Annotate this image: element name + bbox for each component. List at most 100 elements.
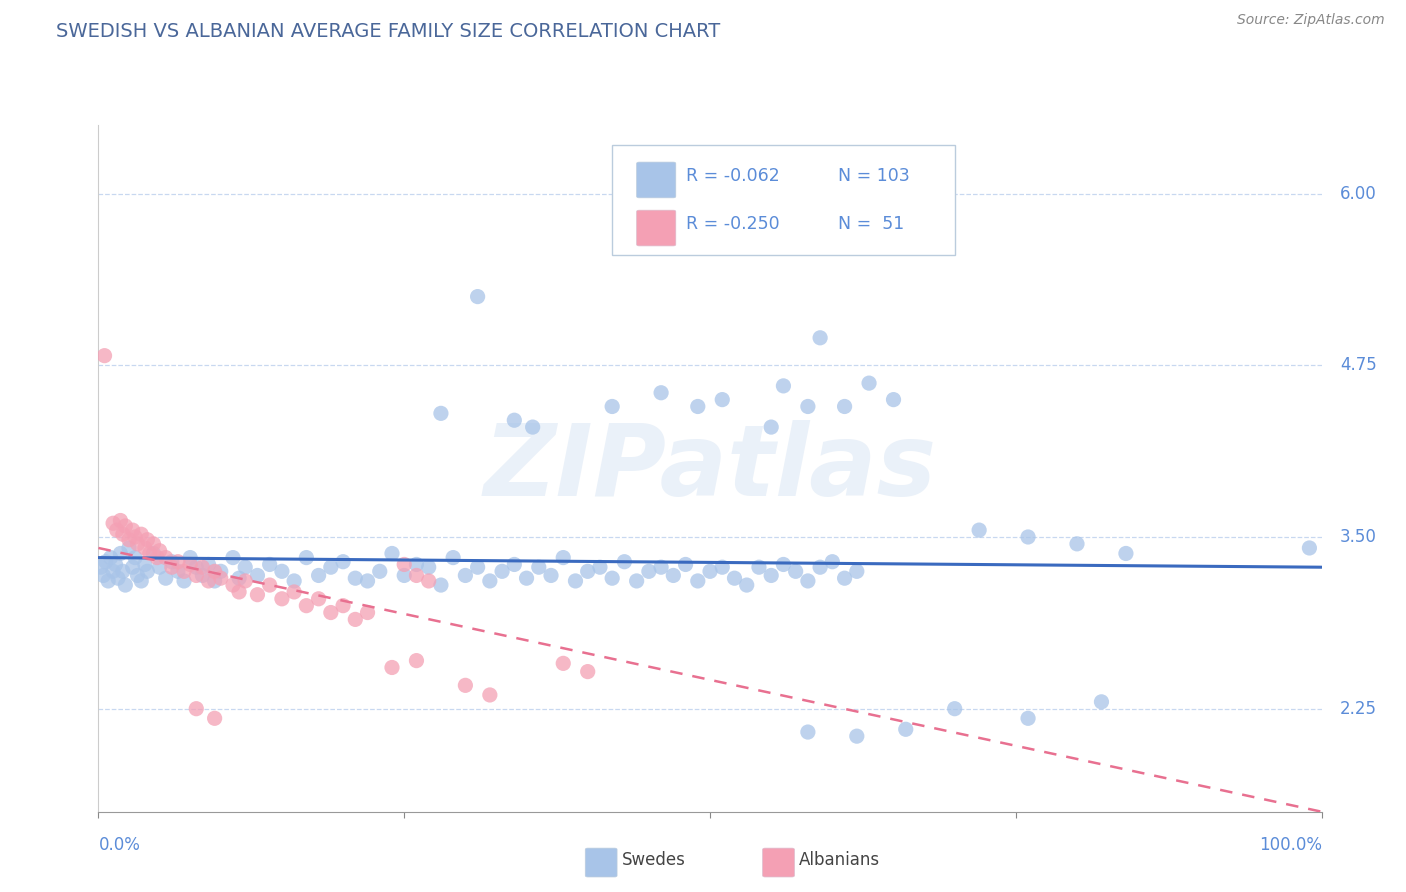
Point xyxy=(441,550,464,565)
Point xyxy=(121,523,143,537)
Text: Swedes: Swedes xyxy=(621,851,686,869)
Point xyxy=(344,571,367,585)
Point xyxy=(167,555,190,569)
Point xyxy=(160,555,183,569)
Point xyxy=(527,560,550,574)
Text: 6.00: 6.00 xyxy=(1340,185,1376,202)
Point xyxy=(430,578,453,592)
Point xyxy=(418,574,440,588)
Text: 100.0%: 100.0% xyxy=(1258,837,1322,855)
Point xyxy=(105,523,128,537)
Point xyxy=(246,588,269,602)
Point xyxy=(1066,537,1088,551)
Point xyxy=(503,413,526,427)
Point xyxy=(270,591,294,606)
Point xyxy=(821,555,844,569)
Point xyxy=(834,400,856,414)
Point xyxy=(392,558,416,572)
Point xyxy=(503,558,526,572)
FancyBboxPatch shape xyxy=(637,211,676,246)
Point xyxy=(129,574,152,588)
Point xyxy=(467,289,489,303)
Point xyxy=(204,564,226,578)
Point xyxy=(155,571,177,585)
Point xyxy=(430,406,453,420)
Point xyxy=(233,574,256,588)
Point xyxy=(576,564,599,578)
Point xyxy=(179,550,201,565)
Text: R = -0.250: R = -0.250 xyxy=(686,215,779,233)
Point xyxy=(600,400,623,414)
Point xyxy=(405,568,427,582)
Point xyxy=(127,537,149,551)
Point xyxy=(100,550,122,565)
Point xyxy=(650,385,672,400)
Point xyxy=(405,558,427,572)
Point xyxy=(356,574,378,588)
Point xyxy=(711,560,734,574)
Point xyxy=(114,578,136,592)
Point xyxy=(491,564,513,578)
Text: N =  51: N = 51 xyxy=(838,215,904,233)
Point xyxy=(686,400,709,414)
Point xyxy=(173,574,195,588)
Point xyxy=(295,550,318,565)
Point xyxy=(454,568,477,582)
Point xyxy=(381,660,404,674)
Point xyxy=(522,420,544,434)
Point xyxy=(186,560,208,574)
Point xyxy=(319,560,342,574)
Point xyxy=(589,560,612,574)
Point xyxy=(761,420,783,434)
Point xyxy=(772,558,794,572)
Point xyxy=(600,571,623,585)
Point xyxy=(650,560,672,574)
Point xyxy=(94,555,117,569)
Point xyxy=(675,558,697,572)
Point xyxy=(233,560,256,574)
FancyBboxPatch shape xyxy=(612,145,955,255)
Point xyxy=(142,546,165,560)
Text: Source: ZipAtlas.com: Source: ZipAtlas.com xyxy=(1237,13,1385,28)
Point xyxy=(368,564,391,578)
Point xyxy=(1017,530,1039,544)
Point xyxy=(259,558,281,572)
Point xyxy=(228,585,250,599)
Point xyxy=(785,564,807,578)
Point xyxy=(118,533,141,547)
Point xyxy=(160,560,183,574)
Point xyxy=(186,701,208,715)
Point xyxy=(723,571,745,585)
Point xyxy=(478,574,501,588)
Point xyxy=(124,530,146,544)
Point xyxy=(283,574,305,588)
Point xyxy=(134,558,156,572)
Point xyxy=(319,606,342,620)
Text: 0.0%: 0.0% xyxy=(98,837,141,855)
Text: Albanians: Albanians xyxy=(800,851,880,869)
Point xyxy=(209,571,232,585)
Point xyxy=(735,578,758,592)
Point xyxy=(91,568,114,582)
Point xyxy=(797,725,820,739)
Point xyxy=(344,612,367,626)
Point xyxy=(797,400,820,414)
Point xyxy=(686,574,709,588)
Point xyxy=(155,550,177,565)
Point xyxy=(748,560,770,574)
Point xyxy=(259,578,281,592)
Point xyxy=(761,568,783,582)
Point xyxy=(1090,695,1112,709)
Point xyxy=(332,555,354,569)
Point xyxy=(179,558,201,572)
Point xyxy=(110,546,132,560)
Point xyxy=(173,564,195,578)
Point xyxy=(392,568,416,582)
Text: SWEDISH VS ALBANIAN AVERAGE FAMILY SIZE CORRELATION CHART: SWEDISH VS ALBANIAN AVERAGE FAMILY SIZE … xyxy=(56,22,720,41)
Point xyxy=(111,527,134,541)
Point xyxy=(191,560,214,574)
Point xyxy=(808,560,831,574)
Point xyxy=(308,568,330,582)
Point xyxy=(553,657,575,671)
Point xyxy=(90,560,112,574)
